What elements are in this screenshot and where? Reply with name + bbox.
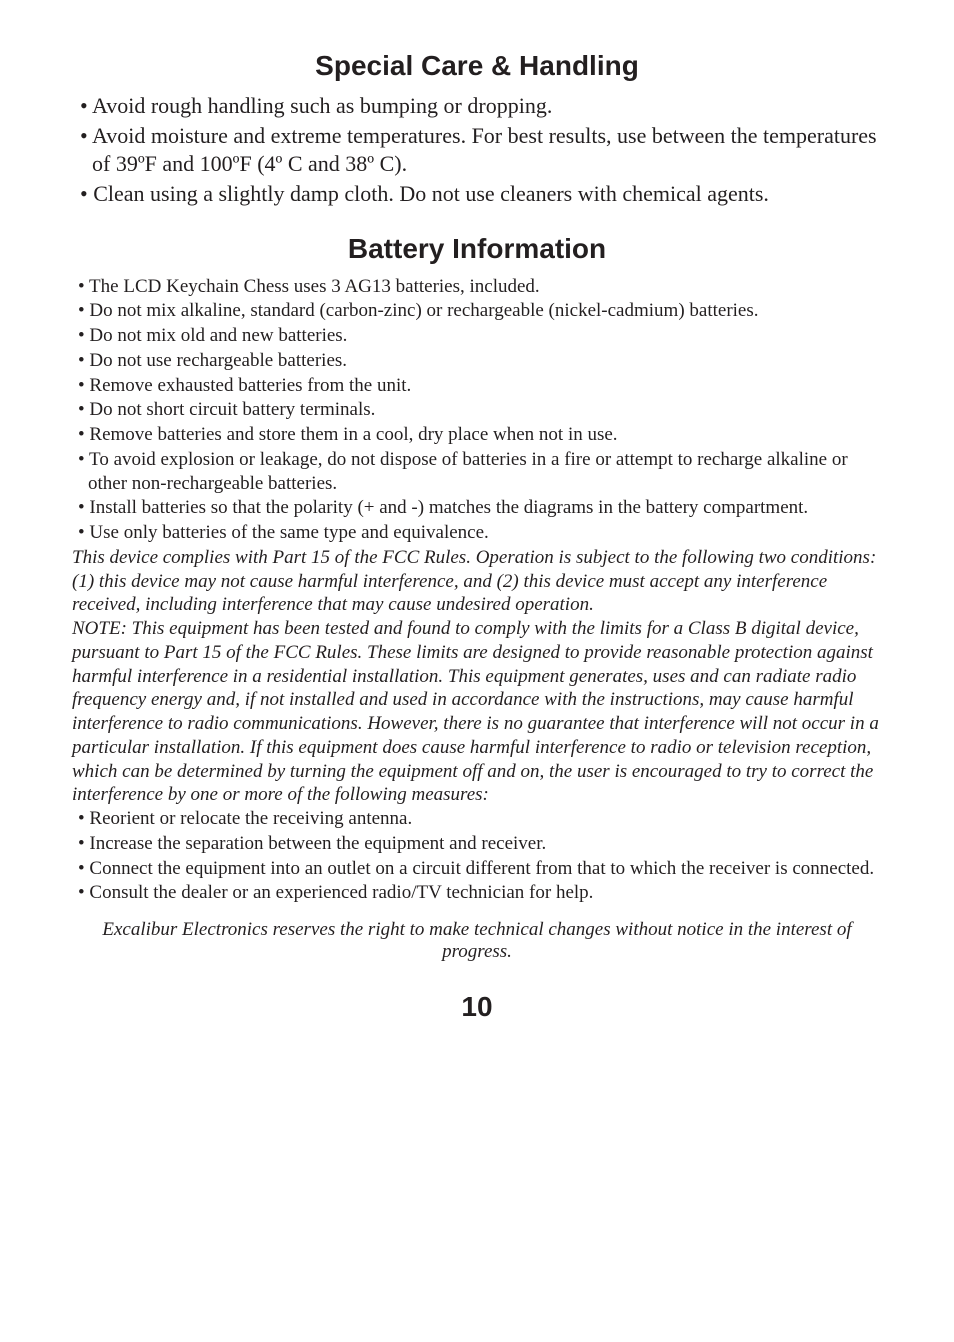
s1-bullet: • Avoid moisture and extreme temperature… <box>72 122 882 178</box>
s2-bullet: • The LCD Keychain Chess uses 3 AG13 bat… <box>72 275 882 299</box>
footer-note: Excalibur Electronics reserves the right… <box>72 919 882 963</box>
s2-bullet: • Use only batteries of the same type an… <box>72 521 882 545</box>
s2-bullet: • Remove batteries and store them in a c… <box>72 423 882 447</box>
s2-bullet: • To avoid explosion or leakage, do not … <box>72 448 882 496</box>
s2-bullet: • Install batteries so that the polarity… <box>72 496 882 520</box>
fcc-para-1: This device complies with Part 15 of the… <box>72 546 882 617</box>
s2-bullet: • Remove exhausted batteries from the un… <box>72 374 882 398</box>
s1-bullet: • Clean using a slightly damp cloth. Do … <box>72 180 882 208</box>
section1-title: Special Care & Handling <box>72 50 882 82</box>
fcc-bullet: • Reorient or relocate the receiving ant… <box>72 807 882 831</box>
section2-title: Battery Information <box>72 233 882 265</box>
s1-bullet: • Avoid rough handling such as bumping o… <box>72 92 882 120</box>
page-number: 10 <box>72 991 882 1023</box>
fcc-bullet: • Connect the equipment into an outlet o… <box>72 857 882 881</box>
fcc-para-2: NOTE: This equipment has been tested and… <box>72 617 882 807</box>
s2-bullet: • Do not short circuit battery terminals… <box>72 398 882 422</box>
s2-bullet: • Do not use rechargeable batteries. <box>72 349 882 373</box>
fcc-bullet: • Increase the separation between the eq… <box>72 832 882 856</box>
s2-bullet: • Do not mix alkaline, standard (carbon-… <box>72 299 882 323</box>
s2-bullet: • Do not mix old and new batteries. <box>72 324 882 348</box>
fcc-bullet: • Consult the dealer or an experienced r… <box>72 881 882 905</box>
